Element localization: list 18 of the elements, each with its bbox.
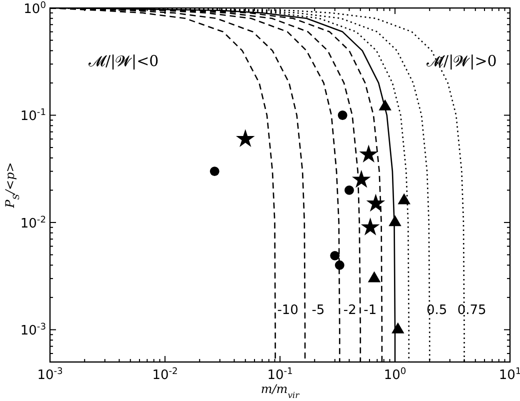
annotation: -10 xyxy=(277,302,298,318)
x-tick-label: 10$^{1}$ xyxy=(498,367,520,383)
y-tick-label: 10$^{-3}$ xyxy=(20,322,46,339)
x-tick-label: 10$^{-3}$ xyxy=(37,367,64,383)
x-tick-label: 10$^{-1}$ xyxy=(267,367,293,383)
annotation: -2 xyxy=(343,302,356,318)
y-tick-label: 10$^{-2}$ xyxy=(20,215,46,232)
y-tick-label: 10$^{0}$ xyxy=(24,1,46,17)
annotation: 0.75 xyxy=(457,302,486,318)
annotation: 0.5 xyxy=(426,302,448,318)
x-tick-label: 10$^{-2}$ xyxy=(152,367,178,383)
x-axis-title: m/m$_{vir}$ xyxy=(260,382,300,400)
annotation: -1 xyxy=(364,302,377,318)
x-tick-label: 10$^{0}$ xyxy=(384,367,406,383)
annotation: 𝓜̇/|𝓦|>0 xyxy=(426,52,497,70)
annotation: 𝓜/|𝓦|<0 xyxy=(88,52,159,70)
y-tick-label: 10$^{-1}$ xyxy=(20,108,46,124)
annotation: -5 xyxy=(312,302,325,318)
